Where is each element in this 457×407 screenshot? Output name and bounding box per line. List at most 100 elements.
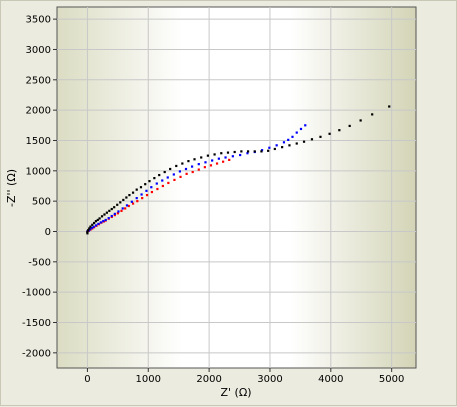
data-point (359, 119, 362, 122)
data-point (99, 221, 102, 224)
data-point (107, 217, 110, 220)
data-point (108, 209, 111, 212)
data-point (116, 212, 119, 215)
data-point (239, 153, 242, 157)
y-axis-label: -Z'' (Ω) (5, 169, 18, 207)
data-series (86, 105, 391, 235)
y-tick-label: 500 (32, 197, 51, 208)
data-point (190, 165, 194, 168)
data-point (197, 168, 200, 171)
data-point (110, 207, 113, 211)
data-point (98, 217, 101, 220)
data-point (310, 138, 314, 141)
y-tick-label: 3000 (26, 45, 51, 56)
data-point (161, 184, 164, 188)
data-point (228, 158, 231, 161)
y-tick-label: -1500 (22, 318, 51, 329)
data-point (91, 223, 94, 226)
data-point (179, 175, 182, 178)
data-point (156, 187, 159, 191)
data-point (281, 146, 284, 149)
x-tick-label: 5000 (379, 374, 404, 385)
data-point (211, 159, 214, 162)
data-point (124, 207, 127, 210)
data-point (150, 186, 153, 189)
data-point (86, 230, 89, 234)
data-point (116, 203, 119, 206)
data-point (371, 113, 374, 116)
data-point (253, 150, 256, 153)
data-point (125, 196, 128, 199)
data-point (163, 170, 166, 174)
y-tick-label: 1000 (26, 166, 51, 177)
data-point (215, 162, 219, 165)
data-point (148, 180, 151, 183)
y-tick-label: 2000 (26, 106, 51, 117)
data-point (105, 211, 108, 214)
data-point (136, 200, 139, 203)
data-point (222, 160, 225, 163)
data-point (135, 188, 138, 191)
data-point (217, 157, 220, 160)
data-point (97, 222, 100, 226)
data-point (319, 135, 322, 138)
data-point (287, 138, 290, 141)
data-point (161, 179, 164, 182)
data-point (141, 197, 144, 200)
data-point (89, 225, 92, 228)
data-point (191, 170, 194, 174)
data-point (175, 164, 178, 168)
data-point (173, 178, 176, 182)
data-point (166, 176, 169, 179)
data-point (145, 189, 148, 192)
data-point (94, 220, 98, 223)
data-point (233, 150, 236, 154)
data-point (113, 214, 116, 217)
data-point (145, 193, 149, 197)
data-point (302, 140, 306, 143)
data-point (185, 172, 188, 175)
data-point (178, 170, 182, 173)
x-tick-label: 2000 (196, 374, 221, 385)
data-point (203, 166, 206, 169)
data-point (88, 227, 91, 230)
y-axis-ticks: -2000 -1500 -1000 -500 0 500 1000 1500 2000 2500 3… (22, 15, 57, 359)
data-point (131, 202, 135, 205)
data-point (120, 209, 123, 212)
data-point (295, 131, 298, 134)
data-point (127, 204, 130, 208)
x-tick-label: 1000 (136, 374, 161, 385)
data-point (388, 105, 391, 108)
x-tick-label: 0 (84, 374, 90, 385)
data-point (246, 152, 249, 155)
data-point (90, 227, 93, 230)
data-point (267, 149, 270, 152)
data-point (220, 152, 223, 155)
data-point (275, 144, 278, 147)
data-point (288, 144, 291, 147)
data-point (122, 198, 125, 202)
series-2 (86, 105, 391, 235)
data-point (169, 167, 172, 171)
data-point (130, 200, 133, 203)
data-point (110, 214, 113, 218)
data-point (204, 161, 207, 164)
data-point (338, 129, 341, 132)
data-point (187, 160, 190, 163)
data-point (197, 163, 200, 166)
data-point (209, 164, 213, 167)
data-point (328, 132, 331, 135)
data-point (246, 150, 250, 153)
data-point (113, 206, 116, 209)
data-point (299, 127, 303, 131)
data-point (224, 156, 227, 159)
x-axis-ticks: 0 1000 2000 3000 4000 5000 (84, 368, 404, 385)
grid-lines (57, 7, 416, 368)
plot-area (56, 6, 417, 369)
data-point (103, 213, 106, 216)
data-point (121, 207, 124, 210)
data-point (155, 182, 158, 185)
data-point (92, 225, 95, 229)
data-point (348, 124, 351, 128)
data-point (150, 190, 154, 194)
